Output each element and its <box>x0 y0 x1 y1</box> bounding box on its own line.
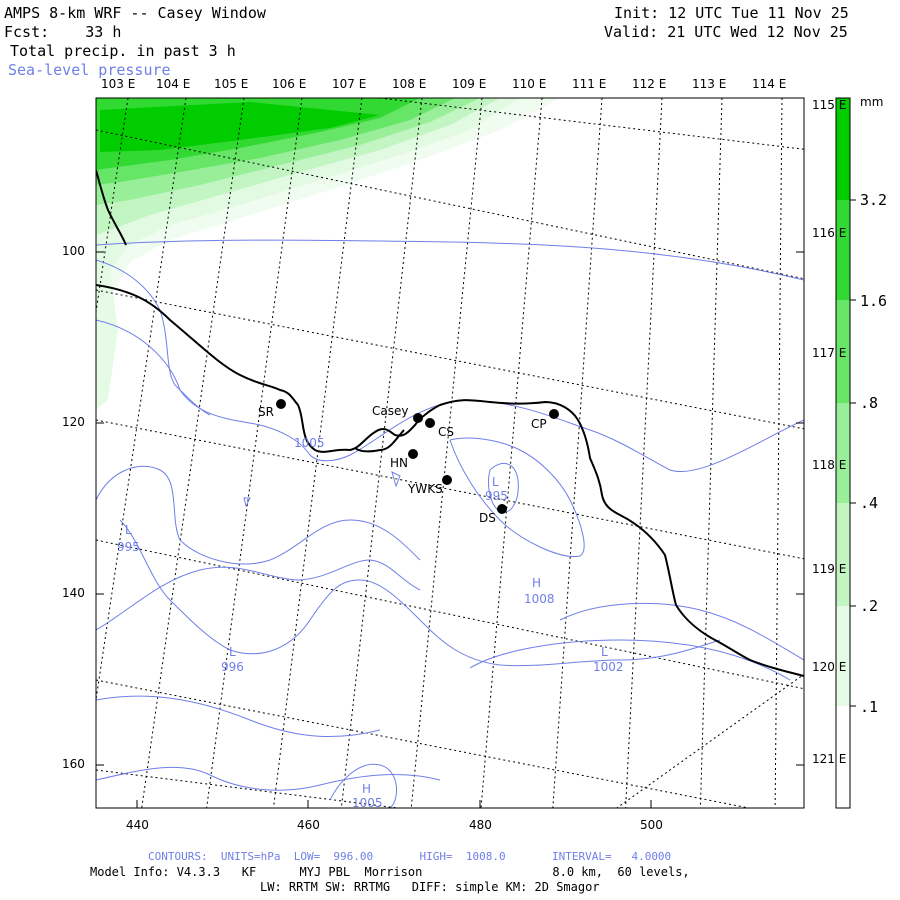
lon-label-top: 107 E <box>332 77 367 91</box>
lon-label-right: 116 E <box>812 226 847 240</box>
lon-label-right: 119 E <box>812 562 847 576</box>
field-name: Total precip. in past 3 h <box>10 42 236 60</box>
pressure-value-label: 1005 <box>294 436 325 450</box>
pressure-contours <box>96 239 804 808</box>
x-tick-label: 500 <box>640 818 663 832</box>
lon-label-top: 104 E <box>156 77 191 91</box>
lon-label-top: 113 E <box>692 77 727 91</box>
plot-frame <box>95 97 805 809</box>
station-label-ds: DS <box>479 511 496 525</box>
overlay-name: Sea-level pressure <box>8 61 171 79</box>
station-marker-casey <box>413 413 423 423</box>
lon-label-right: 115 E <box>812 98 847 112</box>
station-label-casey: Casey <box>372 404 409 418</box>
colorbar-label: .1 <box>860 698 879 716</box>
lon-label-top: 109 E <box>452 77 487 91</box>
colorbar-bin-08 <box>836 300 850 403</box>
axis-ticks <box>96 251 804 808</box>
x-tick-label: 460 <box>297 818 320 832</box>
forecast-hour: Fcst: 33 h <box>4 23 122 41</box>
pressure-value-label: 995 <box>117 540 140 554</box>
station-label-cs: CS <box>438 425 454 439</box>
colorbar-label: .8 <box>860 394 879 412</box>
lon-label-top: 111 E <box>572 77 607 91</box>
station-label-sr: SR <box>258 405 274 419</box>
init-time: Init: 12 UTC Tue 11 Nov 25 <box>614 4 849 22</box>
station-marker-cs <box>425 418 435 428</box>
pressure-type-label: L <box>492 475 499 489</box>
lon-label-top: 108 E <box>392 77 427 91</box>
pressure-value-label: 995 <box>485 489 508 503</box>
contour-info: CONTOURS: UNITS=hPa LOW= 996.00 HIGH= 10… <box>148 850 672 863</box>
x-tick-label: 440 <box>126 818 149 832</box>
pressure-type-label: H <box>362 782 372 796</box>
lon-label-right: 120 E <box>812 660 847 674</box>
station-label-cp: CP <box>531 417 547 431</box>
station-marker-sr <box>276 399 286 409</box>
pressure-type-label: L <box>601 645 608 659</box>
map-title: AMPS 8-km WRF -- Casey Window <box>4 4 266 22</box>
pressure-type-label: L <box>125 523 132 537</box>
station-label-hn: HN <box>390 456 408 470</box>
station-marker-hn <box>408 449 418 459</box>
coastline <box>96 169 804 677</box>
colorbar-label: .2 <box>860 597 879 615</box>
lon-label-top: 112 E <box>632 77 667 91</box>
pressure-value-label: 1002 <box>593 660 624 674</box>
y-tick-label: 140 <box>62 586 85 600</box>
lon-label-right: 117 E <box>812 346 847 360</box>
lon-label-right: 121 E <box>812 752 847 766</box>
station-marker-ywks <box>442 475 452 485</box>
colorbar-bin-01 <box>836 606 850 706</box>
x-tick-label: 480 <box>469 818 492 832</box>
pressure-value-label: 996 <box>221 660 244 674</box>
colorbar-label: .4 <box>860 494 879 512</box>
lon-label-top: 103 E <box>101 77 136 91</box>
colorbar-label: 1.6 <box>860 292 888 310</box>
station-markers <box>276 399 559 514</box>
colorbar-unit: mm <box>860 95 884 109</box>
lon-label-right: 118 E <box>812 458 847 472</box>
pressure-value-label: 1005 <box>352 796 383 810</box>
model-info: Model Info: V4.3.3 KF MYJ PBL Morrison 8… <box>90 865 690 879</box>
station-marker-ds <box>497 504 507 514</box>
physics-info: LW: RRTM SW: RRTMG DIFF: simple KM: 2D S… <box>260 880 600 894</box>
y-tick-label: 120 <box>62 415 85 429</box>
colorbar-bin-16 <box>836 200 850 300</box>
colorbar-label: 3.2 <box>860 191 888 209</box>
colorbar-bin-0 <box>836 706 850 808</box>
pressure-type-label: H <box>532 576 542 590</box>
colorbar-bin-04 <box>836 403 850 503</box>
valid-time: Valid: 21 UTC Wed 12 Nov 25 <box>604 23 848 41</box>
colorbar <box>835 97 856 809</box>
lon-label-top: 114 E <box>752 77 787 91</box>
station-marker-cp <box>549 409 559 419</box>
pressure-type-label: L <box>229 645 236 659</box>
precip-shading <box>96 98 560 410</box>
colorbar-bin-02 <box>836 503 850 606</box>
station-label-ywks: YWKS <box>408 482 443 496</box>
y-tick-label: 160 <box>62 757 85 771</box>
pressure-value-label: 1008 <box>524 592 555 606</box>
lon-label-top: 106 E <box>272 77 307 91</box>
y-tick-label: 100 <box>62 244 85 258</box>
lon-label-top: 110 E <box>512 77 547 91</box>
graticule <box>96 98 804 808</box>
lon-label-top: 105 E <box>214 77 249 91</box>
